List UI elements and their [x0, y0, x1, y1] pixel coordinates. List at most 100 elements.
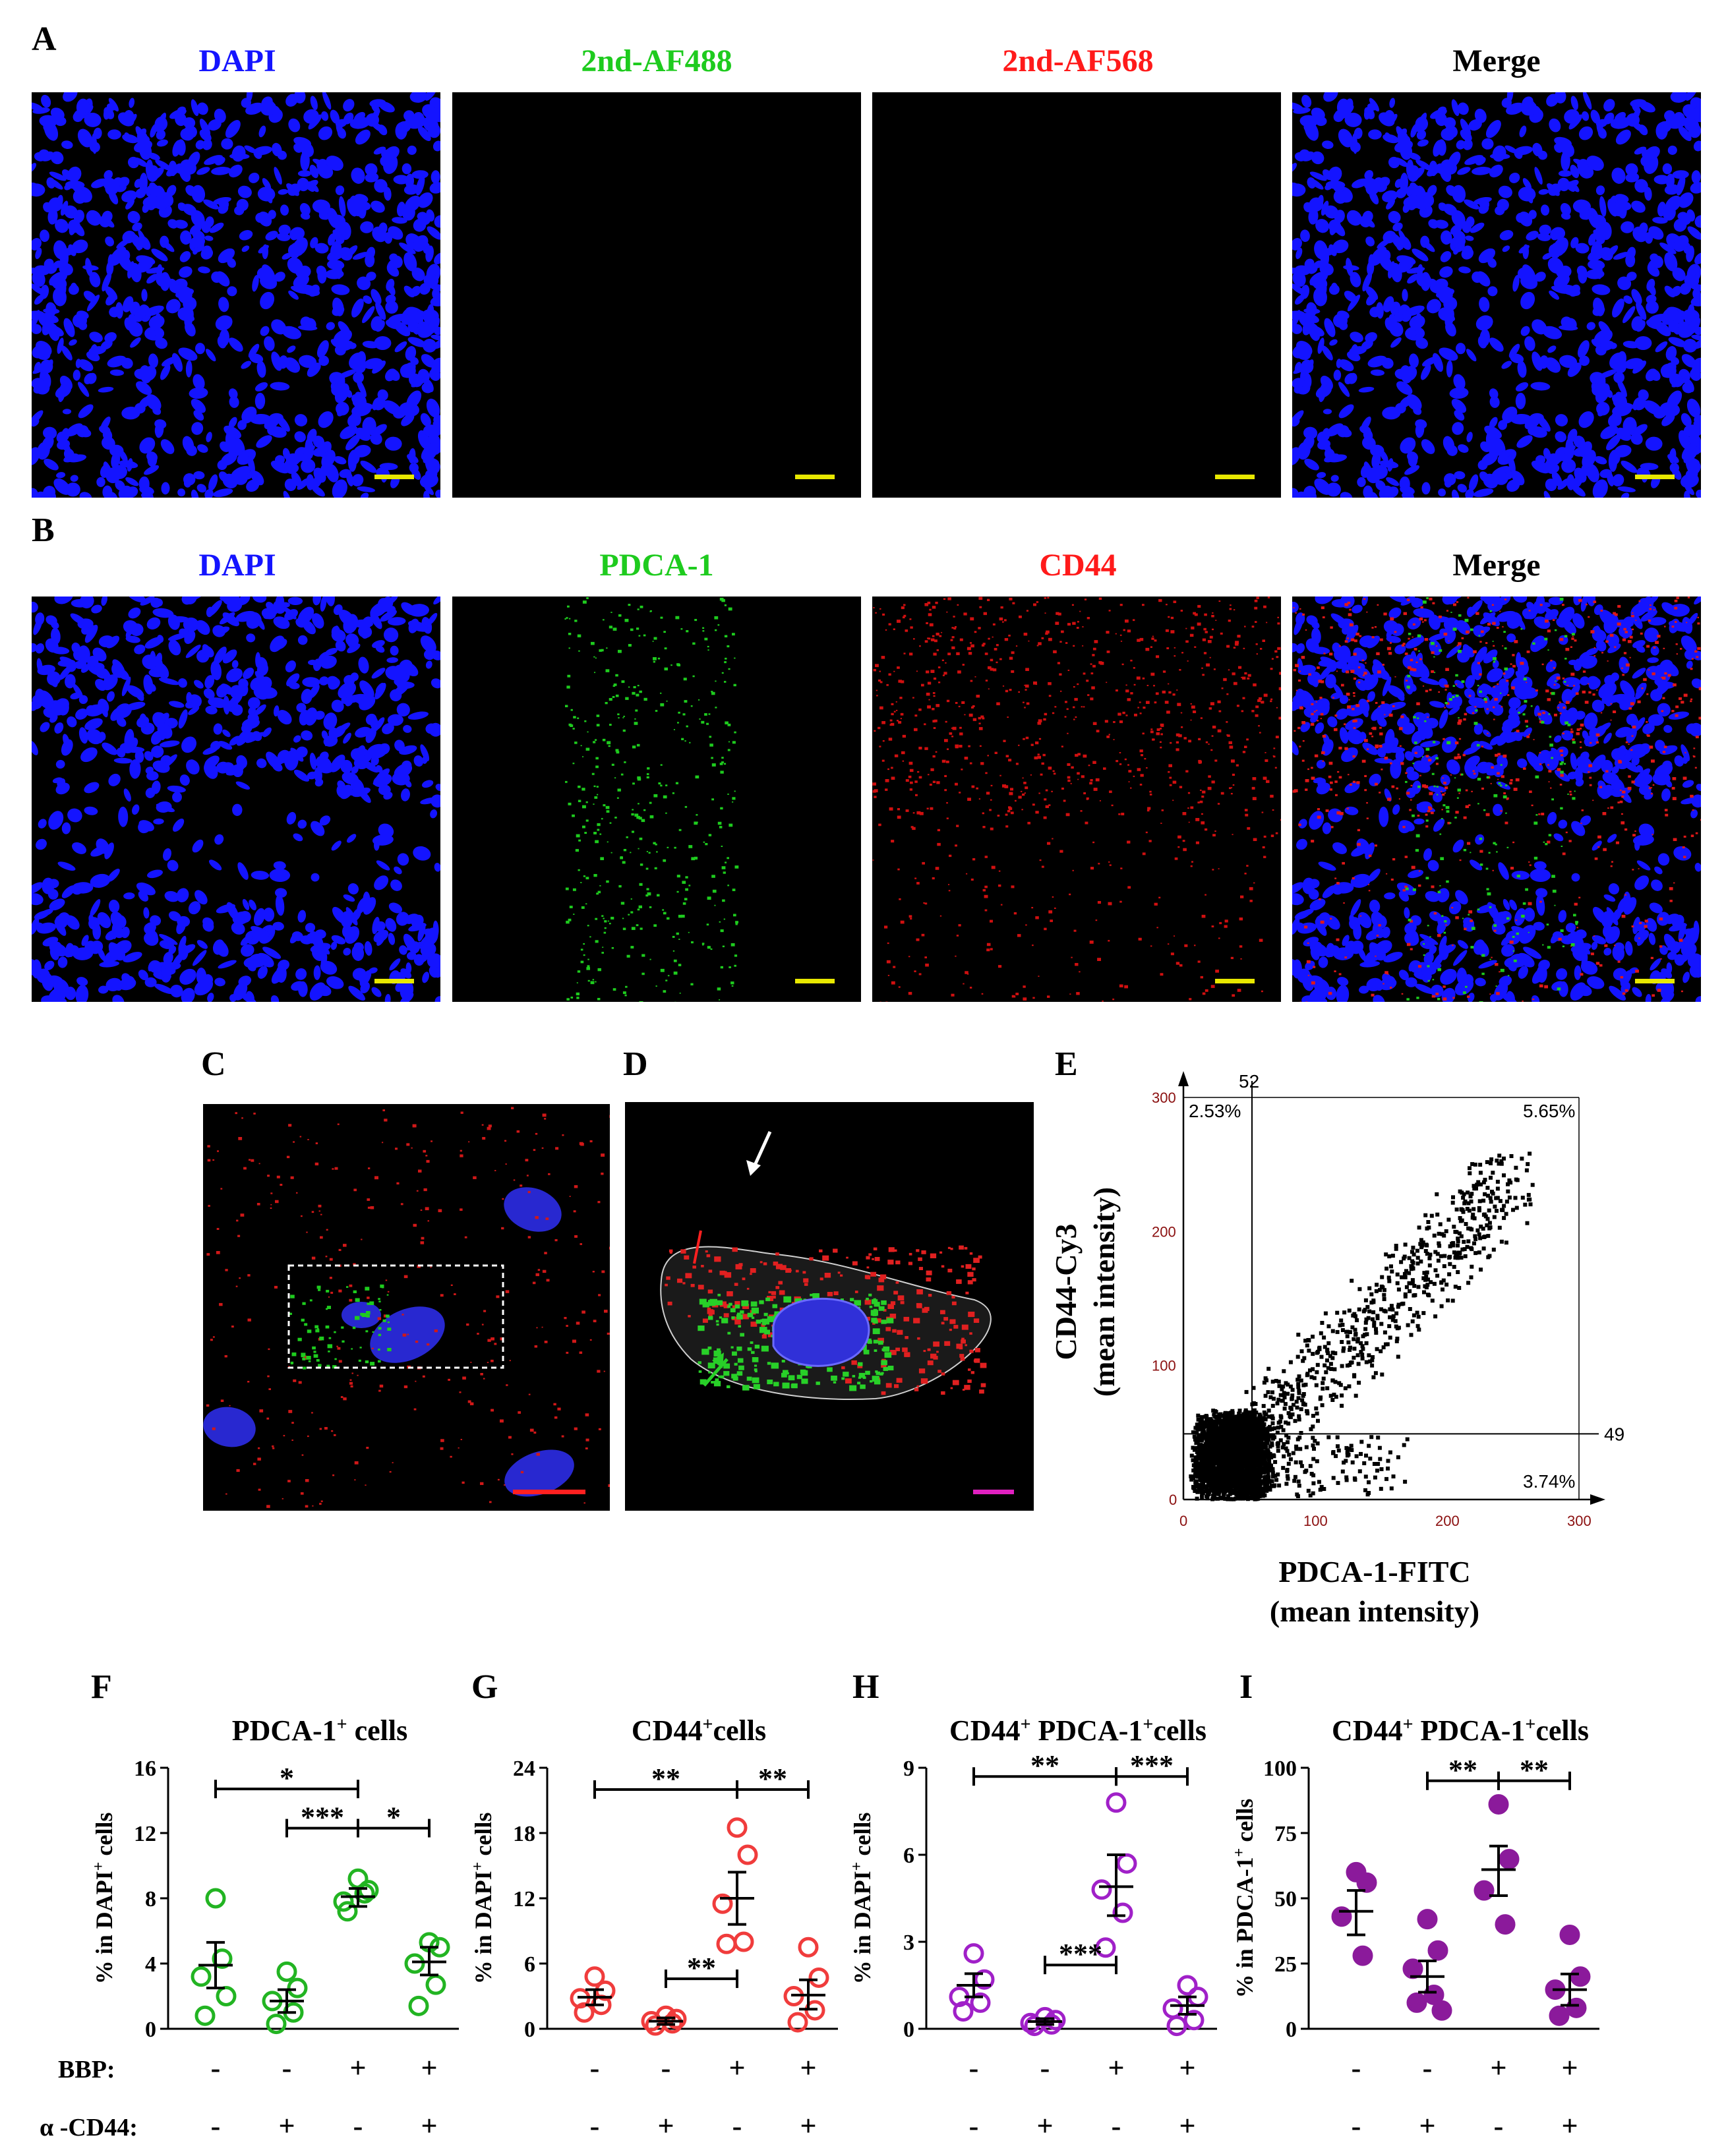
y-tick-label: 100 [1263, 1757, 1297, 1781]
y-tick-label: 16 [134, 1757, 156, 1781]
quadrant-ur: 5.65% [1523, 1101, 1575, 1121]
panel-letter-i: I [1239, 1668, 1253, 1706]
plot-title: CD44+cells [632, 1714, 766, 1747]
data-point [733, 1931, 754, 1952]
micrograph-b-pdca1 [452, 597, 861, 1002]
data-point [1024, 2016, 1045, 2037]
data-point [333, 1891, 354, 1912]
treatment-sign: + [349, 2052, 366, 2084]
data-point [1427, 1940, 1448, 1961]
data-point [276, 1961, 297, 1982]
data-point [727, 1817, 748, 1838]
data-point [1566, 1997, 1587, 2018]
row-a-label-dapi: DAPI [198, 44, 276, 78]
y-axis-label: % in DAPI+ cells [469, 1813, 496, 1985]
y-tick-label: 6 [524, 1952, 535, 1977]
data-point [1162, 1998, 1183, 2019]
scale-bar [1215, 475, 1255, 479]
treatment-sign: - [353, 2110, 363, 2142]
data-point [1406, 1992, 1427, 2013]
treatment-table: BBP: α -CD44: - - - + + - + + - - - + + - + + - - - + + - + + - - - +… [40, 2052, 1578, 2142]
data-point [1417, 1909, 1438, 1930]
treatment-sign: - [1112, 2110, 1121, 2142]
data-point [191, 1966, 212, 1987]
nuclei-cluster [1292, 92, 1701, 498]
data-point [1187, 1987, 1208, 2008]
treatment-label-bbp: BBP: [58, 2056, 115, 2083]
data-point [347, 1868, 369, 1889]
treatment-sign: - [969, 2052, 979, 2084]
data-point [212, 1948, 233, 1969]
row-b-label-pdca1: PDCA-1 [599, 548, 714, 583]
data-point [641, 2010, 662, 2031]
significance-label: *** [1130, 1749, 1174, 1782]
scale-bar [513, 1490, 585, 1494]
x-tick-label: 0 [1179, 1513, 1187, 1529]
treatment-sign: + [421, 2110, 437, 2142]
data-point [283, 2002, 304, 2023]
green-arrow [703, 1358, 729, 1387]
x-tick-label: 200 [1435, 1513, 1460, 1529]
data-point [716, 1933, 737, 1954]
data-point [1423, 1985, 1444, 2006]
scale-bar [795, 475, 835, 479]
micrograph-b-merge [1292, 597, 1701, 1002]
data-point [1331, 1906, 1352, 1927]
y-tick-label: 200 [1152, 1223, 1176, 1240]
y-tick-label: 12 [513, 1887, 535, 1911]
y-axis-label: % in PDCA-1+ cells [1231, 1799, 1258, 1998]
treatment-sign: - [282, 2052, 292, 2084]
data-point [712, 1893, 733, 1914]
data-point [1495, 1914, 1516, 1935]
dot-plot-g: 0 6 12 18 24 CD44+cells % in DAPI+ cells ** ** ** [469, 1714, 838, 2042]
data-point [266, 2014, 287, 2035]
significance-label: ** [1030, 1749, 1059, 1782]
y-axis-label-line2: (mean intensity) [1087, 1187, 1121, 1397]
white-arrow [752, 1130, 772, 1169]
flow-events [1189, 1151, 1535, 1501]
treatment-sign: + [1490, 2052, 1506, 2084]
data-point [1106, 1792, 1127, 1813]
y-axis-label-line1: CD44-Cy3 [1049, 1224, 1083, 1360]
panel-letter-b: B [32, 511, 55, 549]
data-point [408, 1995, 429, 2016]
y-axis-label: % in DAPI+ cells [90, 1813, 117, 1985]
treatment-sign: + [729, 2052, 745, 2084]
data-point [1402, 1958, 1423, 1979]
data-point [205, 1888, 226, 1909]
y-tick-label: 12 [134, 1822, 156, 1846]
data-point [216, 1986, 237, 2006]
treatment-sign: + [278, 2110, 295, 2142]
row-b-label-dapi: DAPI [198, 548, 276, 583]
micrograph-d-3d-render [625, 1102, 1034, 1511]
data-point [808, 1967, 829, 1988]
treatment-sign: - [1423, 2052, 1433, 2084]
treatment-sign: - [211, 2110, 221, 2142]
y-tick-label: 100 [1152, 1358, 1176, 1374]
data-point [1570, 1966, 1591, 1987]
plot-title: CD44+ PDCA-1+cells [1332, 1714, 1589, 1747]
data-point [798, 1937, 819, 1958]
significance-label: ** [1520, 1754, 1549, 1786]
data-point [584, 1966, 605, 1987]
data-point [429, 1937, 450, 1958]
red-arrow [693, 1230, 702, 1264]
data-point [1356, 1872, 1377, 1893]
data-point [419, 1932, 440, 1953]
treatment-sign: - [1494, 2110, 1504, 2142]
y-tick-label: 0 [1169, 1492, 1177, 1508]
significance-label: *** [301, 1801, 344, 1834]
treatment-sign: - [590, 2110, 600, 2142]
panel-letter-a: A [32, 20, 57, 58]
data-point [1020, 2012, 1041, 2033]
treatment-sign: - [661, 2052, 671, 2084]
scale-bar [1215, 979, 1255, 983]
treatment-sign: - [1352, 2052, 1361, 2084]
data-point [194, 2005, 216, 2026]
scale-bar [795, 979, 835, 983]
scale-bar [1635, 979, 1675, 983]
data-point [358, 1880, 379, 1901]
data-point [1095, 1937, 1116, 1958]
micrograph-b-cd44 [872, 597, 1281, 1002]
